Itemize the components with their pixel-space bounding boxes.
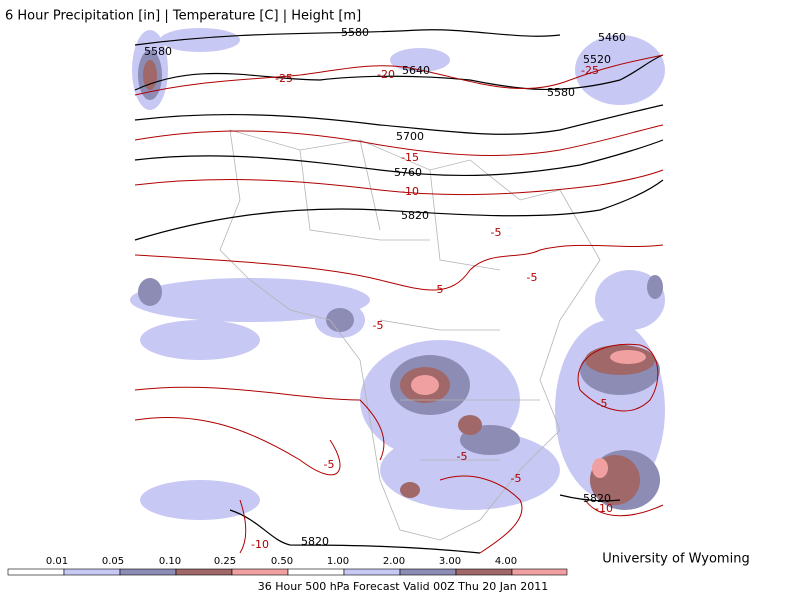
legend-label: 0.05 [102, 556, 124, 567]
height-labels: 5580 5580 5640 5580 5520 5460 5700 5760 … [144, 26, 626, 548]
legend-label: 1.00 [327, 556, 349, 567]
map: 5580 5580 5640 5580 5520 5460 5700 5760 … [130, 26, 665, 554]
legend-label: 0.10 [159, 556, 181, 567]
temperature-label: -5 [433, 283, 444, 296]
height-label: 5700 [396, 130, 424, 143]
legend-labels: 0.01 0.05 0.10 0.25 0.50 1.00 2.00 3.00 … [46, 556, 517, 567]
height-label: 5580 [547, 86, 575, 99]
temperature-label: -5 [491, 226, 502, 239]
temperature-label: -5 [527, 271, 538, 284]
height-label: 5580 [144, 45, 172, 58]
temperature-label: -5 [597, 397, 608, 410]
temperature-label: -25 [581, 64, 599, 77]
height-label: 5760 [394, 166, 422, 179]
temperature-label: -10 [251, 538, 269, 551]
legend-label: 4.00 [495, 556, 517, 567]
height-label: 5820 [301, 535, 329, 548]
title: 6 Hour Precipitation [in] | Temperature … [5, 9, 361, 24]
temperature-label: -10 [595, 502, 613, 515]
height-label: 5580 [341, 26, 369, 39]
height-label: 5520 [583, 53, 611, 66]
height-label: 5820 [583, 492, 611, 505]
credit: University of Wyoming [602, 552, 749, 567]
legend-label: 2.00 [383, 556, 405, 567]
legend-label: 3.00 [439, 556, 461, 567]
height-label: 5820 [401, 209, 429, 222]
height-label: 5460 [598, 31, 626, 44]
height-label: 5640 [402, 64, 430, 77]
temperature-labels: -25 -20 -25 -15 -10 -5 -5 -5 -5 -5 -5 -5… [251, 64, 613, 551]
legend-label: 0.25 [214, 556, 236, 567]
legend-label: 0.50 [271, 556, 293, 567]
legend-label: 0.01 [46, 556, 68, 567]
temperature-label: -5 [511, 472, 522, 485]
temperature-label: -5 [324, 458, 335, 471]
temperature-label: -5 [457, 450, 468, 463]
temperature-label: -15 [401, 151, 419, 164]
legend [7, 568, 568, 576]
temperature-label: -10 [401, 185, 419, 198]
temperature-label: -5 [373, 319, 384, 332]
temperature-label: -25 [275, 72, 293, 85]
caption: 36 Hour 500 hPa Forecast Valid 00Z Thu 2… [258, 580, 549, 593]
temperature-label: -20 [377, 68, 395, 81]
